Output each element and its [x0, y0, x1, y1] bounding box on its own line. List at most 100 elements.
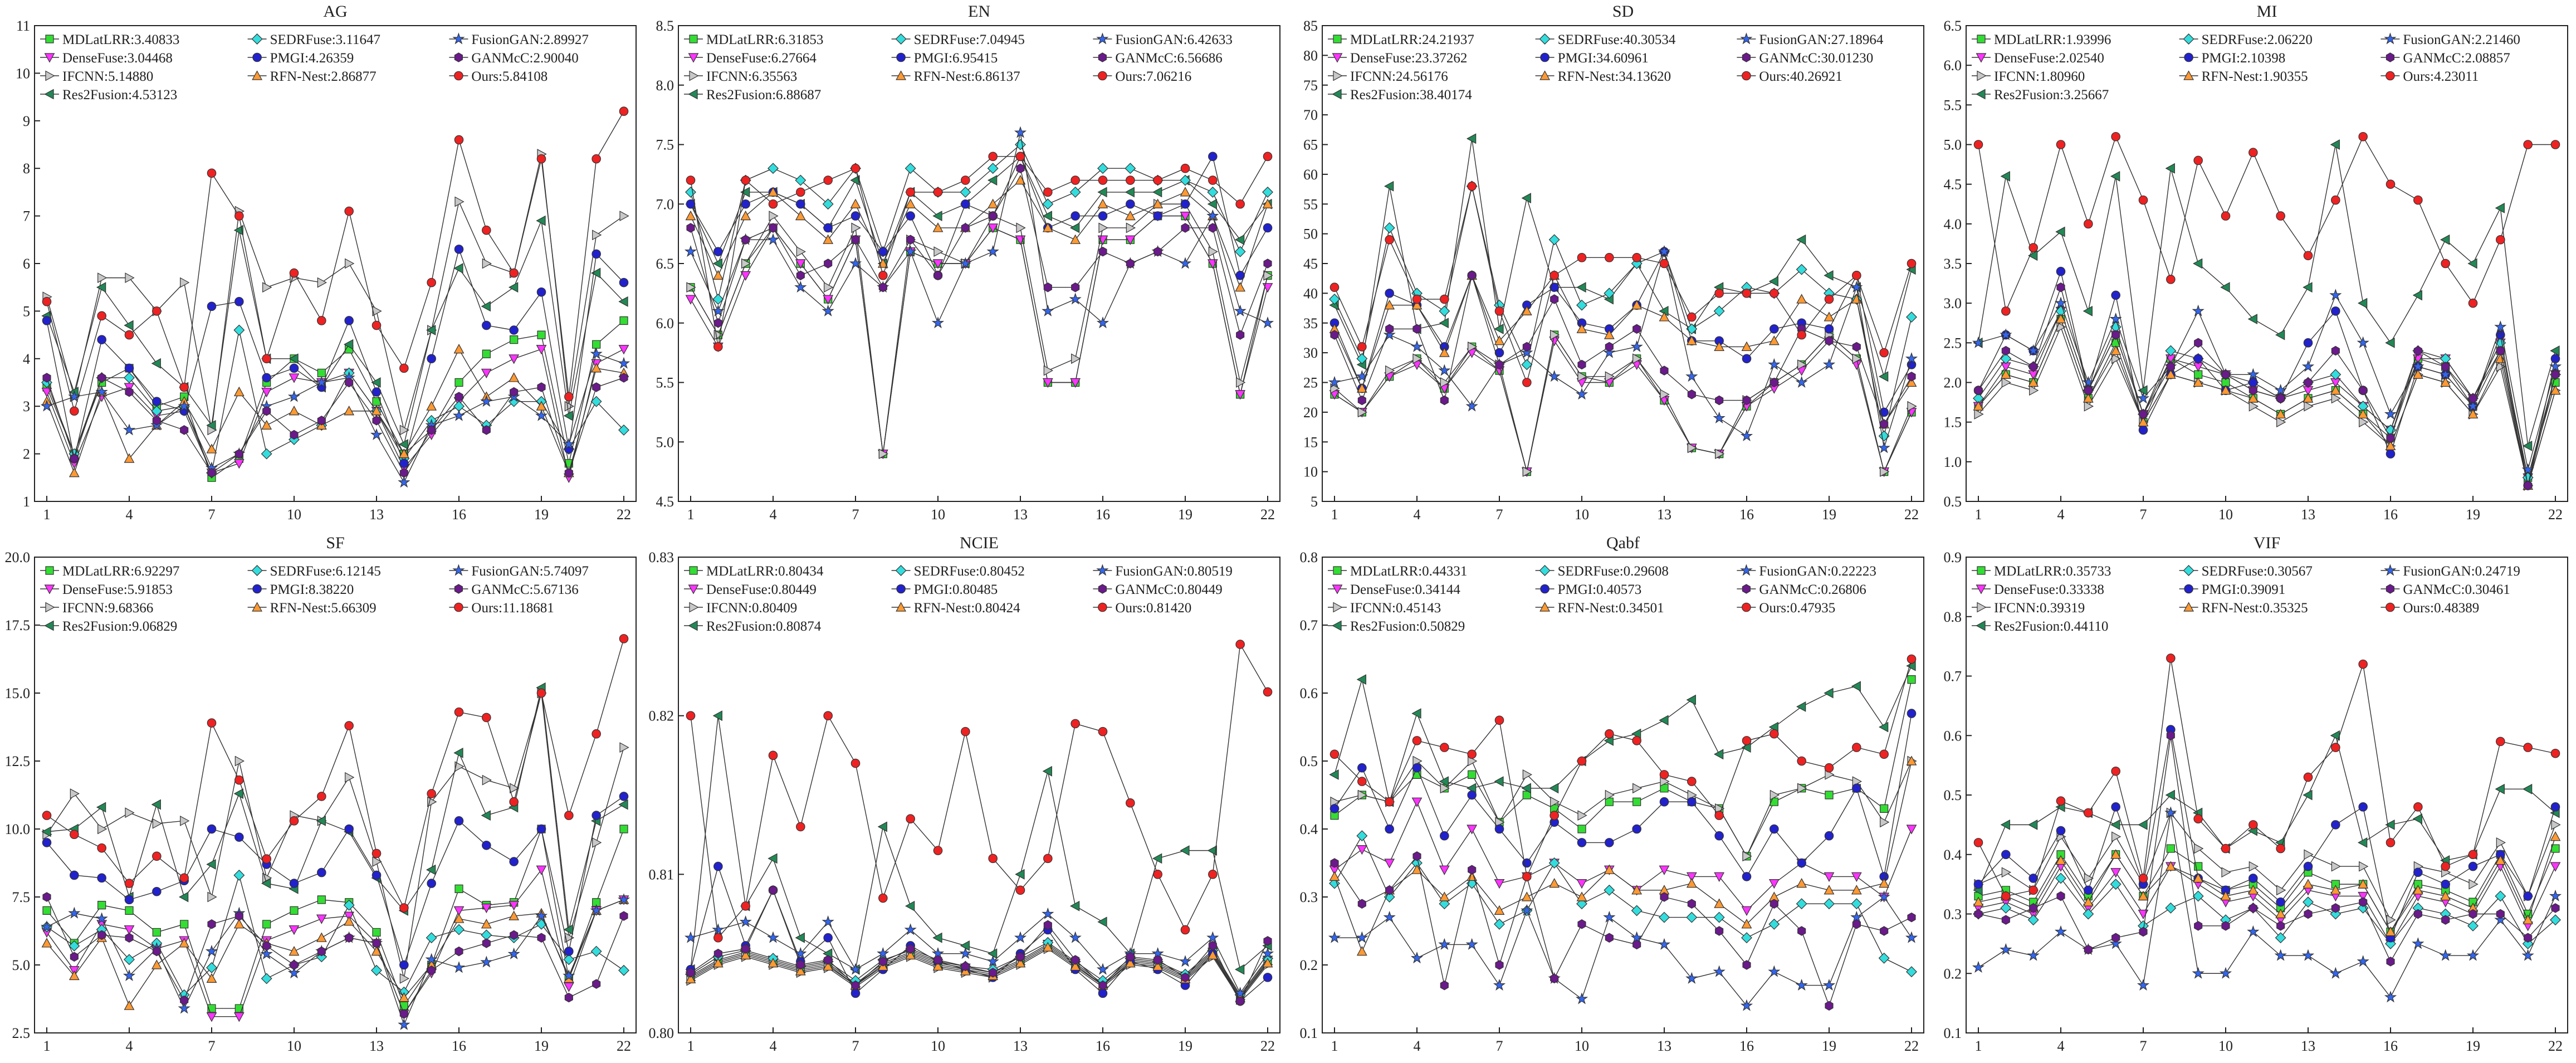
data-point — [398, 439, 408, 450]
data-point — [563, 924, 573, 935]
data-point — [1880, 466, 1890, 477]
x-tick-label: 16 — [1739, 506, 1754, 523]
legend-label: DenseFuse:2.02540 — [1994, 51, 2104, 66]
data-point — [933, 246, 944, 257]
legend-marker — [1098, 584, 1107, 594]
data-point — [822, 198, 834, 210]
data-point — [1575, 388, 1588, 400]
data-point — [289, 925, 300, 935]
legend-marker — [688, 89, 698, 100]
data-point — [1439, 318, 1449, 329]
legend-label: FusionGAN:0.80519 — [1115, 564, 1232, 579]
series-line — [1334, 274, 1912, 425]
data-point — [2165, 861, 2176, 871]
data-point — [261, 878, 271, 889]
data-point — [1576, 282, 1586, 293]
data-point — [619, 911, 628, 921]
data-point — [41, 387, 52, 398]
data-point — [345, 933, 354, 943]
data-point — [905, 198, 916, 208]
data-point — [289, 406, 300, 416]
series-sedrfuse — [685, 937, 1273, 1001]
data-point — [1071, 282, 1080, 292]
data-point — [1016, 952, 1025, 962]
data-point — [2247, 925, 2260, 937]
data-point — [1521, 305, 1532, 315]
data-point — [2056, 140, 2066, 149]
series-line — [1334, 274, 1912, 425]
data-point — [1181, 972, 1190, 983]
legend-marker — [2183, 565, 2194, 576]
y-tick-label: 3.0 — [1944, 295, 1962, 311]
legend-label: RFN-Nest:0.35325 — [2202, 601, 2308, 616]
data-point — [1906, 966, 1917, 978]
data-point — [206, 1012, 217, 1022]
legend-marker — [1539, 565, 1551, 576]
data-point — [1126, 199, 1135, 209]
series-line — [690, 942, 1268, 996]
data-point — [1494, 715, 1504, 725]
data-point — [2111, 933, 2120, 943]
data-point — [2029, 362, 2038, 372]
legend-label: GANMcC:5.67136 — [471, 582, 578, 597]
data-point — [713, 933, 723, 943]
data-point — [2469, 393, 2477, 403]
y-tick-label: 4.5 — [1944, 177, 1962, 193]
data-point — [1180, 174, 1191, 186]
x-tick-label: 7 — [2140, 1038, 2147, 1054]
chart-title: AG — [323, 2, 347, 21]
series-ours — [42, 634, 629, 913]
y-tick-label: 6.5 — [1944, 18, 1962, 34]
data-point — [1042, 942, 1053, 952]
y-tick-label: 70 — [1303, 107, 1318, 123]
data-point — [427, 425, 436, 435]
data-point — [1632, 783, 1643, 794]
data-point — [1715, 926, 1724, 936]
data-point — [234, 911, 243, 921]
data-point — [124, 330, 134, 340]
data-point — [1236, 330, 1245, 340]
chart-title: EN — [968, 2, 990, 21]
legend: MDLatLRR:0.80434 SEDRFuse:0.80452 FusionGA… — [684, 564, 1233, 634]
legend-marker — [1742, 52, 1751, 62]
data-point — [988, 152, 998, 162]
data-point — [2111, 831, 2122, 842]
data-point — [1385, 324, 1394, 334]
data-point — [2331, 306, 2340, 316]
data-point — [1494, 776, 1504, 787]
series-line — [46, 330, 624, 475]
data-point — [2248, 874, 2258, 883]
y-tick-label: 10.0 — [5, 821, 31, 837]
y-tick-label: 10 — [1303, 464, 1318, 480]
legend-item: Ours:4.23011 — [2381, 69, 2479, 84]
series-line — [690, 913, 1268, 994]
data-point — [1042, 211, 1052, 222]
data-point — [713, 342, 723, 352]
data-point — [1467, 749, 1477, 759]
data-point — [1208, 175, 1218, 185]
data-point — [618, 296, 628, 307]
data-point — [1824, 763, 1834, 773]
data-point — [564, 392, 574, 402]
series-ifcnn — [1330, 755, 1917, 862]
data-point — [509, 797, 519, 807]
data-point — [2386, 433, 2395, 443]
y-tick-label: 0.3 — [1300, 889, 1318, 905]
data-point — [1521, 891, 1532, 901]
legend-label: Ours:0.48389 — [2403, 601, 2479, 616]
data-point — [1152, 187, 1162, 198]
series-ganmcc — [1974, 282, 2560, 491]
legend-item: FusionGAN:0.80519 — [1093, 564, 1233, 579]
data-point — [260, 947, 273, 959]
data-point — [1851, 681, 1861, 692]
data-point — [2056, 891, 2065, 901]
data-point — [1043, 187, 1053, 197]
data-point — [344, 339, 354, 350]
data-point — [1550, 973, 1559, 984]
y-tick-label: 35 — [1303, 315, 1318, 331]
data-point — [180, 277, 190, 288]
data-point — [2523, 783, 2533, 794]
data-point — [2524, 933, 2533, 943]
legend-marker — [1098, 52, 1107, 62]
series-ganmcc — [1330, 851, 1916, 1011]
